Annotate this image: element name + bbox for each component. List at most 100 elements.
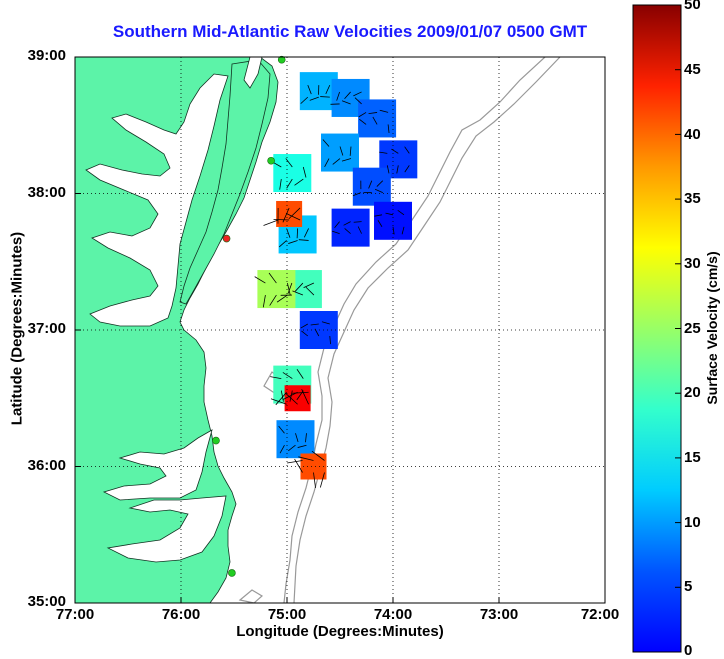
velocity-arrow [353, 91, 362, 97]
velocity-arrow [288, 444, 296, 452]
station-marker [212, 436, 220, 445]
velocity-arrow [278, 240, 287, 248]
velocity-arrow [396, 165, 399, 174]
velocity-patch [300, 453, 327, 480]
velocity-arrow [275, 391, 287, 406]
velocity-arrow [285, 212, 301, 221]
velocity-arrow [376, 180, 384, 187]
velocity-arrow [301, 389, 309, 405]
x-tick-label: 72:00 [580, 606, 620, 623]
velocity-arrow [324, 158, 330, 168]
velocity-arrow [391, 148, 399, 154]
velocity-arrow [288, 207, 301, 220]
velocity-patch [358, 99, 397, 138]
y-tick-label: 36:00 [27, 457, 66, 474]
velocity-arrow [379, 151, 388, 154]
station-marker [228, 569, 236, 577]
velocity-arrow [331, 230, 340, 235]
velocity-arrow [310, 323, 319, 326]
velocity-arrow [309, 96, 319, 101]
station-marker [222, 234, 231, 243]
colorbar-ticks [675, 69, 681, 588]
velocity-arrow [282, 372, 293, 379]
velocity-arrow [334, 221, 340, 228]
velocity-arrow [287, 282, 293, 294]
velocity-arrow [294, 282, 304, 292]
velocity-arrow [292, 290, 304, 296]
x-tick-label: 77:00 [55, 606, 95, 623]
station-marker [277, 55, 286, 64]
velocity-arrow [296, 369, 304, 379]
velocity-arrow [343, 221, 351, 226]
velocity-arrow [387, 124, 390, 134]
delmarva-peninsula [179, 59, 271, 305]
colorbar-tick-label: 10 [684, 514, 701, 531]
velocity-patch [273, 154, 312, 193]
velocity-arrow [307, 84, 312, 95]
delaware-bay [243, 57, 263, 89]
colorbar-tick-label: 0 [684, 642, 693, 659]
velocity-arrow [374, 214, 383, 217]
x-tick-label: 74:00 [373, 606, 413, 623]
velocity-arrow [287, 282, 291, 296]
velocity-arrow [270, 376, 282, 379]
velocity-arrow [341, 100, 351, 105]
velocity-arrow [268, 272, 277, 284]
velocity-arrow [401, 226, 405, 235]
velocity-patch [374, 201, 412, 240]
velocity-arrow [278, 425, 285, 434]
velocity-arrow [320, 96, 330, 98]
y-tick-label: 37:00 [27, 320, 66, 337]
velocity-arrow [262, 294, 266, 308]
velocity-arrow [344, 228, 351, 234]
velocity-arrow [285, 158, 293, 168]
velocity-arrow [349, 146, 352, 156]
velocity-arrow [289, 390, 293, 402]
velocity-arrow [305, 286, 315, 296]
velocity-arrow [273, 218, 290, 221]
bathymetry-contours [238, 57, 561, 603]
velocity-arrow [286, 178, 293, 189]
y-tick-label: 38:00 [27, 184, 66, 201]
velocity-arrow [300, 323, 308, 329]
velocity-patches [257, 72, 418, 480]
velocity-arrow [339, 146, 344, 156]
x-tick-label: 75:00 [267, 606, 307, 623]
velocity-arrow [404, 165, 410, 173]
velocity-arrow [386, 165, 390, 174]
x-axis-label: Longitude (Degrees:Minutes) [236, 623, 444, 640]
velocity-patch [299, 311, 338, 349]
velocity-arrow [358, 112, 367, 118]
velocity-arrow [301, 330, 309, 337]
colorbar-tick-label: 25 [684, 320, 701, 337]
velocity-arrow [359, 118, 367, 125]
colorbar-tick-label: 30 [684, 255, 701, 272]
pamlico-sound-south [106, 495, 227, 563]
velocity-arrow [305, 433, 307, 443]
velocity-arrow [298, 456, 314, 461]
x-tick-label: 76:00 [161, 606, 201, 623]
colorbar-tick-label: 35 [684, 190, 701, 207]
velocity-arrow [303, 282, 315, 289]
velocity-arrow [368, 112, 378, 115]
velocity-arrow [344, 91, 351, 100]
velocity-arrow [357, 226, 362, 234]
velocity-arrows [254, 84, 410, 489]
velocity-patch [276, 200, 303, 227]
station-markers [212, 55, 286, 577]
velocity-arrow [270, 398, 287, 405]
velocity-arrow [287, 460, 303, 464]
velocity-arrow [311, 450, 325, 461]
velocity-arrow [392, 226, 395, 235]
velocity-patch [331, 208, 370, 247]
velocity-arrow [285, 392, 298, 405]
velocity-arrow [254, 276, 266, 284]
velocity-arrow [336, 91, 340, 101]
velocity-arrow [298, 239, 309, 241]
colorbar-tick-label: 50 [684, 0, 701, 13]
velocity-patch [352, 167, 391, 206]
velocity-arrow [385, 212, 394, 216]
velocity-arrow [368, 180, 373, 189]
velocity-arrow [263, 219, 279, 226]
velocity-arrow [279, 178, 282, 190]
